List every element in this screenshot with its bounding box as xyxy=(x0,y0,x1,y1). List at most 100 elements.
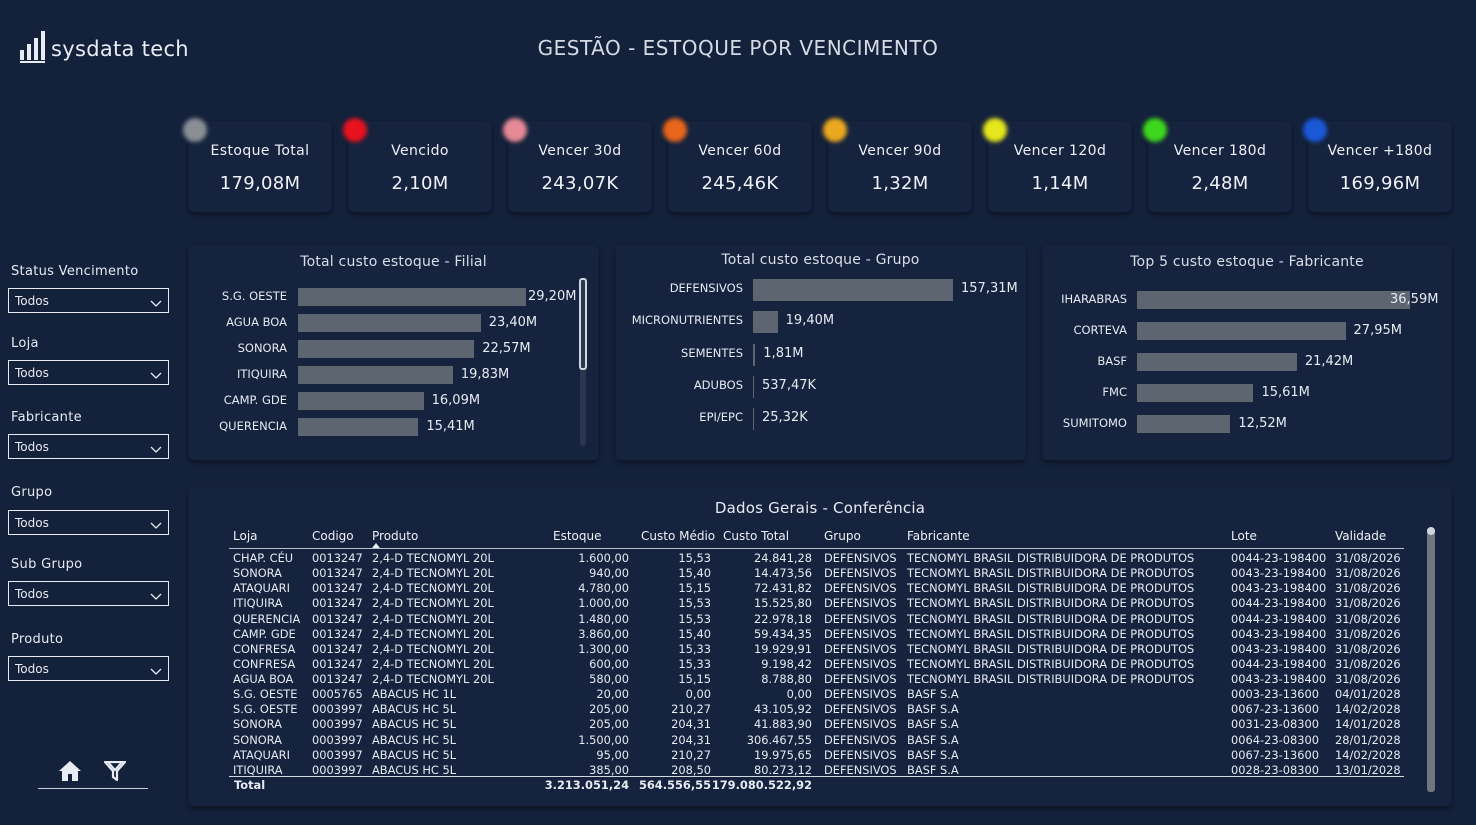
kpi-card[interactable]: Vencido 2,10M xyxy=(343,118,491,212)
table-cell: 15,33 xyxy=(678,656,711,671)
kpi-card[interactable]: Vencer +180d 169,96M xyxy=(1303,118,1451,212)
table-cell: 15,15 xyxy=(678,672,711,687)
table-cell: ABACUS HC 5L xyxy=(372,717,457,732)
table-cell: CONFRESA xyxy=(233,641,296,656)
home-icon[interactable] xyxy=(58,760,82,786)
chart-bar[interactable] xyxy=(753,343,756,366)
table-header-cell[interactable]: Validade xyxy=(1335,529,1387,543)
table-cell: 0013247 xyxy=(312,596,363,611)
kpi-card[interactable]: Vencer 60d 245,46K xyxy=(663,118,811,212)
chart-bar[interactable] xyxy=(753,408,754,431)
table-cell: 28/01/2028 xyxy=(1335,732,1401,747)
table-cell: DEFENSIVOS xyxy=(824,581,897,596)
table-cell: BASF S.A xyxy=(907,702,959,717)
filter-dropdown[interactable]: Todos xyxy=(8,510,169,535)
chart-bar[interactable] xyxy=(1137,415,1231,433)
chart-scrollbar-track[interactable] xyxy=(580,278,586,446)
chart-bar[interactable] xyxy=(298,314,481,332)
table-header-cell[interactable]: Custo Médio xyxy=(641,529,716,543)
chart-data-label: 36,59M xyxy=(1390,292,1439,307)
kpi-label: Estoque Total xyxy=(210,143,310,159)
table-cell: 208,50 xyxy=(671,762,711,777)
chart-category-label: EPI/EPC xyxy=(699,410,743,425)
filter-value: Todos xyxy=(15,366,49,380)
chart-category-label: ADUBOS xyxy=(693,377,743,392)
chart-category-label: QUERENCIA xyxy=(219,419,287,433)
table-scrollbar[interactable] xyxy=(1427,528,1435,792)
table-cell: S.G. OESTE xyxy=(233,687,298,702)
table-cell: 04/01/2028 xyxy=(1335,687,1401,702)
table-cell: 940,00 xyxy=(589,566,629,581)
table-cell: 2,4-D TECNOMYL 20L xyxy=(372,596,494,611)
chart-bar[interactable] xyxy=(753,311,778,334)
table-header-cell[interactable]: Codigo xyxy=(312,529,354,543)
table-cell: 31/08/2026 xyxy=(1335,551,1401,565)
table-cell: ATAQUARI xyxy=(233,747,290,762)
table-cell: BASF S.A xyxy=(907,762,959,777)
table-cell: DEFENSIVOS xyxy=(824,656,897,671)
table-header-cell[interactable]: Grupo xyxy=(824,529,861,543)
chart-bar[interactable] xyxy=(1137,322,1346,340)
chevron-down-icon xyxy=(150,587,162,600)
filter-dropdown[interactable]: Todos xyxy=(8,434,169,459)
table-cell: 0064-23-08300 xyxy=(1231,732,1319,747)
filter-dropdown[interactable]: Todos xyxy=(8,288,169,313)
table-cell: 14/02/2028 xyxy=(1335,702,1401,717)
table-header-cell[interactable]: Custo Total xyxy=(723,529,790,543)
kpi-card[interactable]: Vencer 180d 2,48M xyxy=(1143,118,1291,212)
table-header-cell[interactable]: Fabricante xyxy=(907,529,970,543)
sort-ascending-icon[interactable] xyxy=(372,543,380,548)
table-cell: DEFENSIVOS xyxy=(824,551,897,565)
filter-label: Grupo xyxy=(11,485,53,500)
chart-bar[interactable] xyxy=(298,288,526,306)
chart-bar[interactable] xyxy=(298,340,475,358)
table-cell: CONFRESA xyxy=(233,656,296,671)
chart-bar[interactable] xyxy=(753,375,754,398)
chart-bar[interactable] xyxy=(1137,384,1254,402)
table-header-cell[interactable]: Estoque xyxy=(553,529,602,543)
table-header-cell[interactable]: Produto xyxy=(372,529,419,543)
nav-divider xyxy=(38,788,148,789)
chart-title-grupo: Total custo estoque - Grupo xyxy=(721,252,920,268)
table-cell: BASF S.A xyxy=(907,687,959,702)
table-cell: 14.473,56 xyxy=(754,566,812,581)
filter-dropdown[interactable]: Todos xyxy=(8,581,169,606)
filter-dropdown[interactable]: Todos xyxy=(8,360,169,385)
chart-category-label: FMC xyxy=(1102,385,1127,399)
chart-data-label: 19,40M xyxy=(785,313,835,329)
chevron-down-icon xyxy=(150,366,162,379)
chart-scrollbar-thumb[interactable] xyxy=(579,278,587,370)
chart-data-label: 27,95M xyxy=(1353,323,1402,338)
chart-bar[interactable] xyxy=(753,279,953,301)
table-cell: 0028-23-08300 xyxy=(1231,762,1319,777)
table-cell: 0013247 xyxy=(312,626,363,641)
kpi-card[interactable]: Vencer 90d 1,32M xyxy=(823,118,971,212)
table-header-cell[interactable]: Lote xyxy=(1231,529,1257,543)
chart-bar[interactable] xyxy=(298,418,419,436)
table-cell: 15,33 xyxy=(678,641,711,656)
chart-bar[interactable] xyxy=(1137,291,1410,309)
kpi-card[interactable]: Estoque Total 179,08M xyxy=(183,118,331,212)
table-scroll-up[interactable] xyxy=(1427,527,1435,535)
table-cell: 80.273,12 xyxy=(754,762,812,777)
filter-dropdown[interactable]: Todos xyxy=(8,656,169,681)
table-cell: 20,00 xyxy=(596,687,629,702)
chart-bar[interactable] xyxy=(298,392,424,410)
table-cell: 31/08/2026 xyxy=(1335,641,1401,656)
kpi-card[interactable]: Vencer 120d 1,14M xyxy=(983,118,1131,212)
table-cell: 385,00 xyxy=(589,762,629,777)
chart-category-label: DEFENSIVOS xyxy=(669,281,743,295)
kpi-card[interactable]: Vencer 30d 243,07K xyxy=(503,118,651,212)
chart-bar[interactable] xyxy=(1137,353,1297,371)
table-cell: S.G. OESTE xyxy=(233,702,298,717)
table-header-cell[interactable]: Loja xyxy=(233,529,258,543)
chart-bar[interactable] xyxy=(298,366,453,384)
chart-title-fabricante: Top 5 custo estoque - Fabricante xyxy=(1130,254,1364,270)
chart-category-label: ITIQUIRA xyxy=(236,367,287,381)
kpi-label: Vencer 30d xyxy=(538,143,622,159)
status-dot-icon xyxy=(183,118,207,142)
filter-icon[interactable] xyxy=(103,760,127,785)
table-cell: 205,00 xyxy=(589,702,629,717)
table-cell: 31/08/2026 xyxy=(1335,596,1401,611)
table-cell: 205,00 xyxy=(589,717,629,732)
